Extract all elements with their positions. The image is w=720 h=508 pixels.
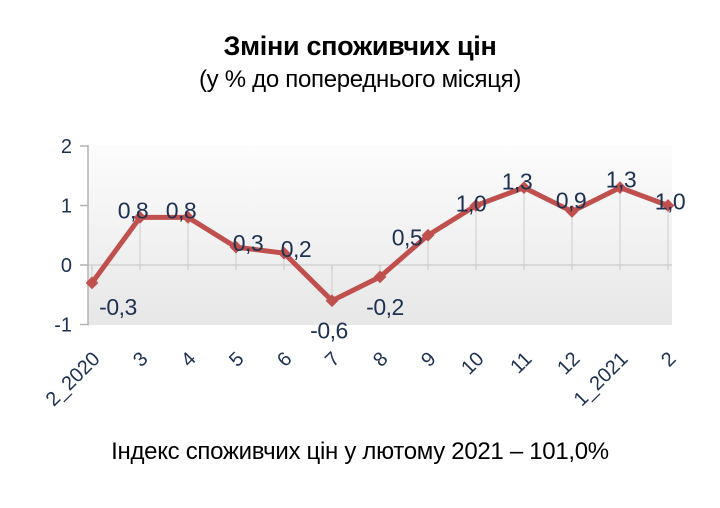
x-tick-label: 6 xyxy=(273,348,296,371)
data-point-label: 0,9 xyxy=(556,187,586,213)
data-point-label: -0,3 xyxy=(99,294,137,320)
chart-caption: Індекс споживчих цін у лютому 2021 – 101… xyxy=(111,438,609,465)
chart-title: Зміни споживчих цін xyxy=(223,31,497,61)
data-point-marker xyxy=(373,270,387,284)
y-tick-label: 2 xyxy=(61,136,72,158)
x-tick-label: 11 xyxy=(506,348,536,378)
y-tick-label: 1 xyxy=(61,196,72,218)
data-point-label: 0,8 xyxy=(118,197,148,223)
data-point-marker xyxy=(277,246,291,260)
data-point-marker xyxy=(181,211,195,224)
x-tick-label: 1_2021 xyxy=(570,348,633,411)
y-tick-label: 0 xyxy=(61,255,72,277)
data-point-marker xyxy=(325,294,339,308)
x-tick-label: 8 xyxy=(369,348,392,371)
data-point-marker xyxy=(229,240,243,254)
data-point-marker xyxy=(85,276,99,290)
x-tick-label: 7 xyxy=(321,348,344,371)
x-tick-label: 4 xyxy=(177,348,200,371)
data-point-marker xyxy=(133,211,147,224)
data-point-marker xyxy=(421,228,435,242)
x-tick-label: 12 xyxy=(553,348,584,379)
y-tick-label: -1 xyxy=(54,315,72,337)
data-point-marker xyxy=(469,199,483,212)
x-tick-label: 3 xyxy=(129,348,152,371)
data-point-label: 0,2 xyxy=(281,236,311,262)
data-point-label: 0,3 xyxy=(233,230,263,256)
x-tick-label: 2_2020 xyxy=(42,348,105,411)
data-point-label: -0,6 xyxy=(310,318,348,344)
x-tick-label: 2 xyxy=(657,348,680,371)
data-point-label: 1,0 xyxy=(456,191,486,217)
data-point-label: 1,3 xyxy=(606,167,636,193)
x-tick-label: 10 xyxy=(457,348,488,379)
x-tick-label: 5 xyxy=(225,348,248,371)
data-point-label: 0,8 xyxy=(166,197,196,223)
chart-subtitle: (у % до попереднього місяця) xyxy=(198,66,522,93)
data-point-label: 1,0 xyxy=(655,189,685,215)
plot-area xyxy=(88,146,672,325)
data-point-label: 0,5 xyxy=(392,224,422,250)
data-point-label: -0,2 xyxy=(366,294,404,320)
data-point-label: 1,3 xyxy=(502,169,532,195)
x-tick-label: 9 xyxy=(417,348,440,371)
